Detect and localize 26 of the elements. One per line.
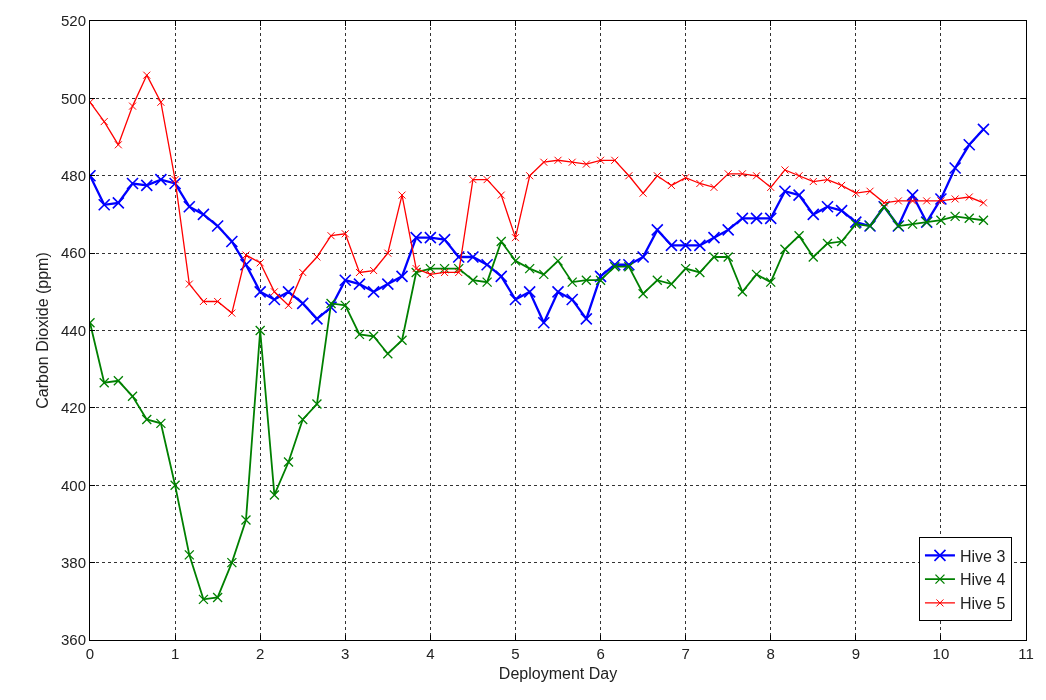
x-tick-label: 8 bbox=[766, 645, 775, 662]
x-tick-label: 9 bbox=[851, 645, 860, 662]
legend-label: Hive 4 bbox=[959, 571, 1006, 589]
x-tick-label: 4 bbox=[426, 645, 435, 662]
y-tick-label: 460 bbox=[60, 244, 86, 262]
y-axis-title: Carbon Dioxide (ppm) bbox=[33, 252, 51, 409]
x-tick-label: 3 bbox=[341, 645, 350, 662]
x-tick-label: 11 bbox=[1018, 645, 1034, 662]
x-tick-label: 0 bbox=[85, 645, 95, 662]
x-tick-label: 1 bbox=[170, 645, 180, 662]
y-tick-label: 520 bbox=[60, 12, 86, 30]
y-tick-label: 440 bbox=[60, 321, 86, 339]
x-tick-label: 2 bbox=[256, 645, 265, 662]
x-tick-label: 10 bbox=[932, 645, 950, 662]
y-tick-label: 380 bbox=[60, 553, 86, 571]
y-tick-label: 500 bbox=[60, 89, 86, 107]
x-tick-label: 6 bbox=[596, 645, 605, 662]
y-tick-label: 360 bbox=[60, 631, 86, 649]
x-tick-label: 7 bbox=[681, 645, 690, 662]
x-axis-title: Deployment Day bbox=[498, 664, 618, 682]
y-tick-label: 420 bbox=[60, 399, 86, 417]
y-tick-label: 400 bbox=[60, 476, 86, 494]
x-tick-label: 5 bbox=[511, 645, 520, 662]
legend-label: Hive 3 bbox=[959, 547, 1006, 565]
legend-label: Hive 5 bbox=[959, 595, 1006, 613]
y-tick-label: 480 bbox=[60, 167, 86, 184]
